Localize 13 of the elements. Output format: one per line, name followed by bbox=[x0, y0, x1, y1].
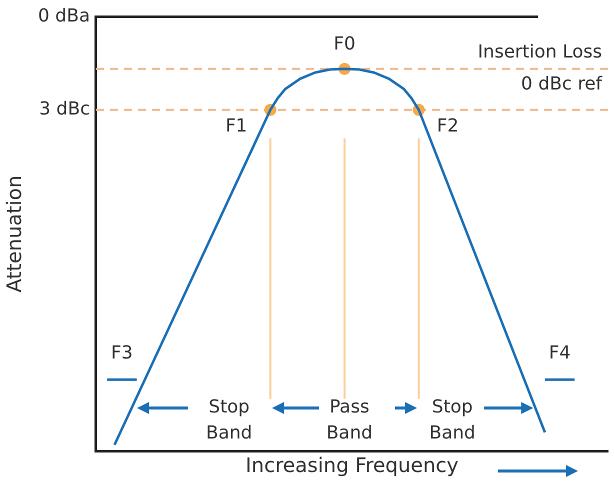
series-label: F4 bbox=[548, 342, 571, 364]
series-label: F0 bbox=[334, 34, 356, 55]
x-axis-title: Increasing Frequency bbox=[246, 453, 459, 478]
series-label: F2 bbox=[436, 116, 459, 137]
annotation: Stop Band bbox=[206, 396, 252, 444]
y-axis-title: Attenuation bbox=[2, 175, 26, 293]
series-label: F1 bbox=[225, 116, 248, 137]
annotation: Stop Band bbox=[429, 396, 476, 444]
annotation: Pass Band bbox=[326, 396, 373, 444]
ref-line-label: Insertion Loss 0 dBc ref bbox=[478, 42, 603, 95]
y-tick-label: 3 dBc bbox=[39, 98, 90, 120]
y-tick-label: 0 dBa bbox=[38, 5, 90, 26]
series-label: F3 bbox=[111, 342, 133, 364]
